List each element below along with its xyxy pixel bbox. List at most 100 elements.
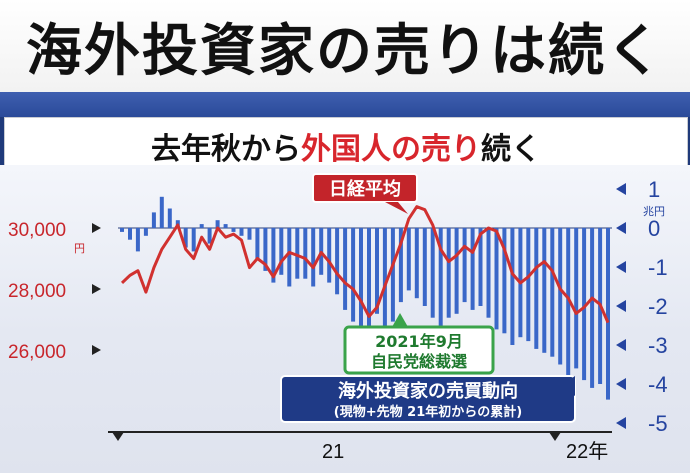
right-tick-label: -1: [648, 255, 668, 280]
right-tick-label: -3: [648, 333, 668, 358]
flow-bar: [510, 228, 515, 345]
right-tick-marker: [616, 261, 626, 273]
flow-bar: [414, 228, 419, 299]
flow-bar: [167, 208, 172, 228]
flow-bar: [159, 196, 164, 228]
flow-bar: [486, 228, 491, 318]
flow-bar: [135, 228, 140, 252]
headline-banner: 海外投資家の売りは続く: [0, 0, 690, 94]
flow-bar: [128, 228, 132, 240]
x-label-22: 22年: [566, 440, 608, 463]
subtitle-highlight: 外国人の売り: [301, 132, 481, 167]
flow-bar: [422, 228, 427, 306]
flow-bar: [430, 228, 435, 318]
nikkei-line: [120, 205, 610, 324]
flow-bar: [558, 228, 563, 365]
flow-bar: [183, 228, 188, 248]
election-callout-box: [343, 325, 495, 375]
flow-bar: [191, 228, 196, 252]
flow-bar: [534, 228, 539, 349]
flow-bar: [398, 228, 403, 303]
flow-bar: [382, 228, 387, 330]
subtitle-box: 去年秋から外国人の売り続く: [4, 117, 688, 167]
flow-bar: [287, 228, 292, 287]
flow-bar: [478, 228, 483, 306]
left-tick-label: 28,000: [8, 281, 66, 302]
election-callout-line2: 自民党総裁選: [371, 352, 467, 371]
flow-bar: [303, 228, 308, 279]
flow-bar: [582, 228, 587, 381]
decorative-band: [0, 92, 690, 117]
flow-bar: [470, 228, 475, 310]
flow-bar: [390, 228, 395, 322]
right-tick-marker: [616, 222, 626, 234]
left-tick-marker: [92, 284, 101, 294]
flow-bar: [311, 228, 316, 287]
x-axis-tick-start: [112, 432, 124, 441]
left-tick-label: 26,000: [8, 342, 66, 363]
right-tick-label: 1: [648, 177, 660, 202]
flow-bar: [566, 228, 571, 377]
nikkei-callout-label: 日経平均: [329, 178, 401, 200]
flow-bar: [279, 228, 284, 275]
flow-bar: [255, 228, 260, 260]
flow-bar: [239, 228, 244, 236]
right-tick-label: -5: [648, 411, 668, 436]
subtitle: 去年秋から外国人の売り続く: [5, 124, 687, 168]
right-tick-marker: [616, 183, 626, 195]
flow-bar: [494, 228, 499, 330]
flow-bar: [327, 228, 332, 283]
flow-bar: [271, 228, 276, 283]
flow-bar: [151, 212, 156, 228]
flow-bar: [263, 228, 268, 271]
flow-bar: [574, 228, 579, 369]
flow-bar: [446, 228, 451, 318]
flow-callout-box: [280, 375, 576, 423]
flow-bar: [199, 224, 204, 228]
flow-bar: [335, 228, 340, 295]
left-tick-label: 30,000: [8, 220, 66, 241]
flow-bar: [542, 228, 547, 353]
right-tick-marker: [616, 300, 626, 312]
flow-bar: [606, 228, 610, 400]
flow-callout-pointer: [560, 376, 575, 396]
flow-bar: [502, 228, 507, 334]
right-tick-label: 0: [648, 216, 660, 241]
flow-bar: [215, 220, 220, 228]
right-tick-marker: [616, 417, 626, 429]
left-tick-marker: [92, 223, 101, 233]
flow-bar: [231, 228, 236, 232]
flow-bar: [223, 224, 228, 228]
right-tick-label: -2: [648, 294, 668, 319]
flow-bar: [526, 228, 531, 342]
flow-bar: [207, 228, 212, 244]
flow-callout-label: 海外投資家の売買動向: [338, 380, 518, 402]
right-tick-label: -4: [648, 372, 668, 397]
flow-bar: [351, 228, 356, 322]
x-axis-tick-22: [549, 432, 561, 441]
right-axis-unit: 兆円: [643, 205, 665, 218]
flow-bar: [359, 228, 363, 334]
flow-bar: [454, 228, 459, 314]
x-label-21: 21: [322, 441, 344, 463]
flow-bar: [375, 228, 379, 314]
left-axis-unit: 円: [74, 242, 85, 255]
flow-bar: [295, 228, 300, 279]
nikkei-callout-box: [312, 173, 418, 203]
flow-bar: [343, 228, 348, 310]
flow-bar: [247, 228, 252, 240]
election-callout-line1: 2021年9月: [375, 332, 463, 351]
flow-callout-sublabel: (現物+先物 21年初からの累計): [334, 404, 522, 420]
right-tick-marker: [616, 378, 626, 390]
flow-bar: [462, 228, 467, 303]
flow-bar: [406, 228, 411, 291]
flow-bar: [438, 228, 443, 330]
right-tick-marker: [616, 339, 626, 351]
election-callout-pointer: [392, 313, 408, 327]
flow-bar: [550, 228, 555, 357]
flow-bar: [590, 228, 595, 388]
flow-bar: [120, 228, 124, 232]
flow-bar: [143, 228, 148, 236]
headline: 海外投資家の売りは続く: [26, 19, 664, 84]
